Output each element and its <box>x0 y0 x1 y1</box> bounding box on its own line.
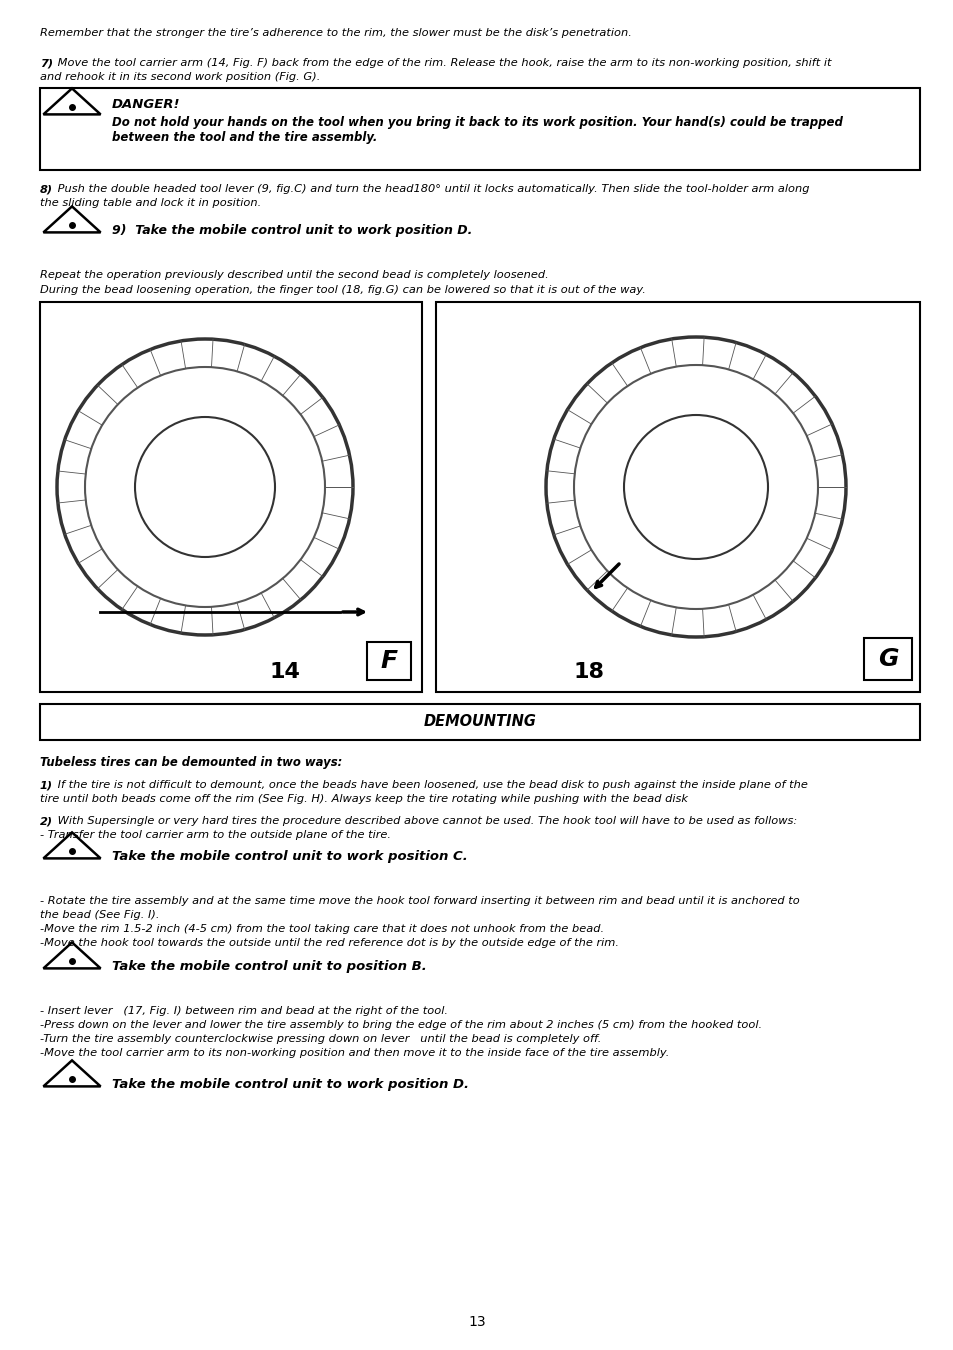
Text: and rehook it in its second work position (Fig. G).: and rehook it in its second work positio… <box>40 72 320 82</box>
Text: -Move the tool carrier arm to its non-working position and then move it to the i: -Move the tool carrier arm to its non-wo… <box>40 1048 669 1058</box>
Text: Remember that the stronger the tire’s adherence to the rim, the slower must be t: Remember that the stronger the tire’s ad… <box>40 28 631 38</box>
Text: the sliding table and lock it in position.: the sliding table and lock it in positio… <box>40 198 261 208</box>
Text: -Move the rim 1.5-2 inch (4-5 cm) from the tool taking care that it does not unh: -Move the rim 1.5-2 inch (4-5 cm) from t… <box>40 923 603 934</box>
Text: G: G <box>877 647 898 671</box>
Bar <box>40 703 919 740</box>
Text: Take the mobile control unit to position B.: Take the mobile control unit to position… <box>112 960 426 973</box>
Text: the bead (See Fig. I).: the bead (See Fig. I). <box>40 910 159 919</box>
Text: Take the mobile control unit to work position D.: Take the mobile control unit to work pos… <box>112 1079 469 1091</box>
Text: 1): 1) <box>40 780 53 790</box>
Bar <box>40 302 421 693</box>
Text: -Press down on the lever and lower the tire assembly to bring the edge of the ri: -Press down on the lever and lower the t… <box>40 1021 761 1030</box>
Text: If the tire is not difficult to demount, once the beads have been loosened, use : If the tire is not difficult to demount,… <box>54 780 807 790</box>
Text: During the bead loosening operation, the finger tool (18, fig.G) can be lowered : During the bead loosening operation, the… <box>40 285 645 296</box>
Text: -Turn the tire assembly counterclockwise pressing down on lever   until the bead: -Turn the tire assembly counterclockwise… <box>40 1034 600 1044</box>
Text: F: F <box>380 649 397 674</box>
Text: 7): 7) <box>40 58 53 68</box>
Text: 9)  Take the mobile control unit to work position D.: 9) Take the mobile control unit to work … <box>112 224 472 238</box>
Text: 2): 2) <box>40 815 53 826</box>
Text: Repeat the operation previously described until the second bead is completely lo: Repeat the operation previously describe… <box>40 270 548 279</box>
Text: between the tool and the tire assembly.: between the tool and the tire assembly. <box>112 131 377 144</box>
Bar <box>436 302 919 693</box>
Text: -Move the hook tool towards the outside until the red reference dot is by the ou: -Move the hook tool towards the outside … <box>40 938 618 948</box>
Text: 13: 13 <box>468 1315 485 1328</box>
Text: Push the double headed tool lever (9, fig.C) and turn the head180° until it lock: Push the double headed tool lever (9, fi… <box>54 184 809 194</box>
Bar <box>863 639 911 680</box>
Text: tire until both beads come off the rim (See Fig. H). Always keep the tire rotati: tire until both beads come off the rim (… <box>40 794 687 805</box>
Bar <box>40 88 919 170</box>
Text: Do not hold your hands on the tool when you bring it back to its work position. : Do not hold your hands on the tool when … <box>112 116 842 130</box>
Text: Tubeless tires can be demounted in two ways:: Tubeless tires can be demounted in two w… <box>40 756 342 770</box>
Text: - Rotate the tire assembly and at the same time move the hook tool forward inser: - Rotate the tire assembly and at the sa… <box>40 896 799 906</box>
Bar <box>367 643 411 680</box>
Text: 18: 18 <box>574 662 604 682</box>
Text: Take the mobile control unit to work position C.: Take the mobile control unit to work pos… <box>112 850 467 863</box>
Text: 8): 8) <box>40 184 53 194</box>
Text: Move the tool carrier arm (14, Fig. F) back from the edge of the rim. Release th: Move the tool carrier arm (14, Fig. F) b… <box>54 58 831 68</box>
Text: - Insert lever   (17, Fig. I) between rim and bead at the right of the tool.: - Insert lever (17, Fig. I) between rim … <box>40 1006 448 1017</box>
Text: DEMOUNTING: DEMOUNTING <box>423 714 536 729</box>
Text: With Supersingle or very hard tires the procedure described above cannot be used: With Supersingle or very hard tires the … <box>54 815 797 826</box>
Text: - Transfer the tool carrier arm to the outside plane of the tire.: - Transfer the tool carrier arm to the o… <box>40 830 391 840</box>
Text: DANGER!: DANGER! <box>112 99 180 111</box>
Text: 14: 14 <box>270 662 300 682</box>
